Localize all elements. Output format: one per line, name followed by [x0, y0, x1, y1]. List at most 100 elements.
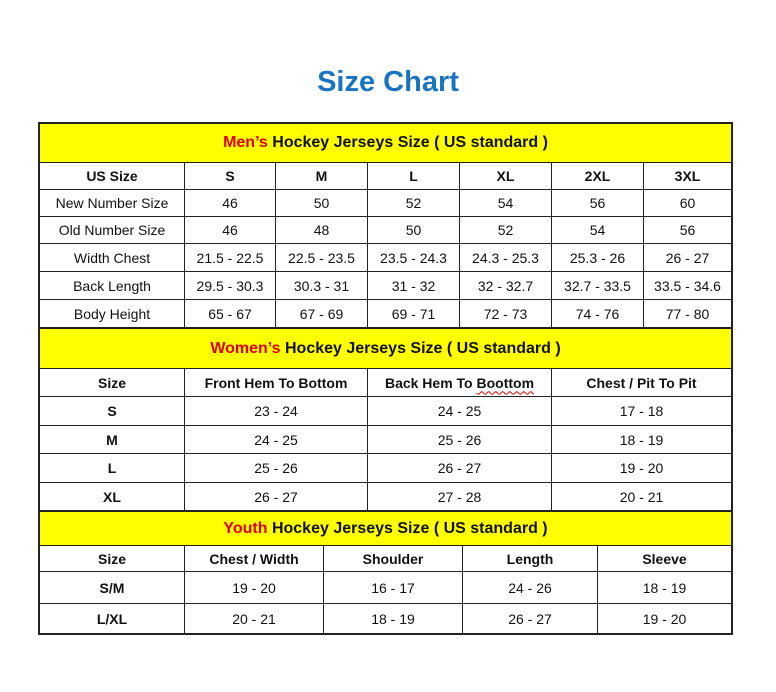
column-header: 3XL: [643, 162, 732, 190]
column-header: Shoulder: [323, 545, 463, 572]
column-header-text: XL: [496, 168, 515, 184]
table-cell: 22.5 - 23.5: [275, 243, 368, 272]
table-row: Old Number Size 46 48 50 52 54 56: [39, 216, 732, 244]
table-cell: 77 - 80: [643, 299, 732, 328]
row-label: S/M: [39, 571, 185, 604]
misspelled-word: Boottom: [476, 374, 535, 391]
banner-text: Hockey Jerseys Size ( US standard ): [280, 339, 561, 357]
table-cell: 72 - 73: [459, 299, 552, 328]
youth-banner: Youth Hockey Jerseys Size ( US standard …: [39, 511, 732, 546]
row-label: L/XL: [39, 603, 185, 634]
column-header-text: Length: [506, 550, 554, 567]
column-header: L: [367, 162, 460, 190]
women-size-table: Women’s Hockey Jerseys Size ( US standar…: [39, 328, 732, 511]
men-size-table: Men’s Hockey Jerseys Size ( US standard …: [39, 123, 732, 328]
column-header-text: 3XL: [674, 168, 701, 184]
table-cell: 24 - 25: [184, 425, 368, 454]
row-label: Old Number Size: [39, 216, 185, 244]
table-cell: 33.5 - 34.6: [643, 271, 732, 300]
table-cell: 32.7 - 33.5: [551, 271, 644, 300]
table-cell: 24 - 25: [367, 396, 552, 426]
column-header: M: [275, 162, 368, 190]
table-cell: 21.5 - 22.5: [184, 243, 276, 272]
table-cell: 30.3 - 31: [275, 271, 368, 300]
youth-banner-row: Youth Hockey Jerseys Size ( US standard …: [39, 511, 732, 546]
youth-header-row: Size Chest / Width Shoulder Length Sleeve: [39, 545, 732, 572]
column-header: Back Hem To Boottom: [367, 368, 552, 397]
column-header: US Size: [39, 162, 185, 190]
column-header-text: L: [409, 168, 418, 184]
table-cell: 20 - 21: [551, 482, 732, 511]
column-header-text: Sleeve: [642, 550, 687, 567]
column-header: Sleeve: [597, 545, 732, 572]
column-header-text: Size: [97, 374, 126, 391]
column-header: Size: [39, 368, 185, 397]
column-header-text: Chest / Width: [209, 550, 299, 567]
table-cell: 60: [643, 189, 732, 217]
table-cell: 50: [367, 216, 460, 244]
table-cell: 16 - 17: [323, 571, 463, 604]
women-banner: Women’s Hockey Jerseys Size ( US standar…: [39, 328, 732, 369]
table-cell: 19 - 20: [184, 571, 324, 604]
column-header: Front Hem To Bottom: [184, 368, 368, 397]
table-cell: 54: [551, 216, 644, 244]
table-cell: 26 - 27: [184, 482, 368, 511]
table-cell: 52: [367, 189, 460, 217]
banner-highlight: Women’s: [210, 339, 281, 357]
youth-size-table: Youth Hockey Jerseys Size ( US standard …: [39, 511, 732, 634]
column-header-text: Shoulder: [362, 550, 424, 567]
column-header: XL: [459, 162, 552, 190]
column-header: Length: [462, 545, 598, 572]
table-cell: 67 - 69: [275, 299, 368, 328]
table-cell: 19 - 20: [551, 453, 732, 483]
table-cell: 52: [459, 216, 552, 244]
row-label: New Number Size: [39, 189, 185, 217]
table-row: L 25 - 26 26 - 27 19 - 20: [39, 453, 732, 483]
table-cell: 23 - 24: [184, 396, 368, 426]
table-cell: 25 - 26: [367, 425, 552, 454]
column-header-text: Front Hem To Bottom: [204, 374, 348, 391]
banner-highlight: Youth: [223, 519, 268, 537]
row-label: Body Height: [39, 299, 185, 328]
table-cell: 19 - 20: [597, 603, 732, 634]
women-banner-row: Women’s Hockey Jerseys Size ( US standar…: [39, 328, 732, 369]
table-cell: 26 - 27: [462, 603, 598, 634]
table-cell: 46: [184, 189, 276, 217]
column-header-text: 2XL: [584, 168, 611, 184]
table-cell: 65 - 67: [184, 299, 276, 328]
row-label: S: [39, 396, 185, 426]
table-cell: 29.5 - 30.3: [184, 271, 276, 300]
table-cell: 74 - 76: [551, 299, 644, 328]
table-cell: 20 - 21: [184, 603, 324, 634]
men-banner: Men’s Hockey Jerseys Size ( US standard …: [39, 123, 732, 163]
column-header: Chest / Pit To Pit: [551, 368, 732, 397]
page-title: Size Chart: [317, 66, 459, 98]
table-cell: 18 - 19: [323, 603, 463, 634]
table-cell: 18 - 19: [597, 571, 732, 604]
table-cell: 46: [184, 216, 276, 244]
banner-highlight: Men’s: [223, 134, 268, 151]
table-cell: 32 - 32.7: [459, 271, 552, 300]
table-row: Width Chest 21.5 - 22.5 22.5 - 23.5 23.5 - …: [39, 243, 732, 272]
column-header: 2XL: [551, 162, 644, 190]
table-cell: 31 - 32: [367, 271, 460, 300]
row-label: M: [39, 425, 185, 454]
table-cell: 24 - 26: [462, 571, 598, 604]
women-header-row: Size Front Hem To Bottom Back Hem To Boott…: [39, 368, 732, 397]
table-row: S 23 - 24 24 - 25 17 - 18: [39, 396, 732, 426]
table-cell: 50: [275, 189, 368, 217]
column-header-text: Back Hem To Boottom: [384, 374, 535, 391]
table-cell: 23.5 - 24.3: [367, 243, 460, 272]
table-row: S/M 19 - 20 16 - 17 24 - 26 18 - 19: [39, 571, 732, 604]
table-cell: 18 - 19: [551, 425, 732, 454]
table-row: L/XL 20 - 21 18 - 19 26 - 27 19 - 20: [39, 603, 732, 634]
banner-text: Hockey Jerseys Size ( US standard ): [267, 134, 548, 151]
column-header-text: Size: [97, 550, 126, 567]
column-header-text: Chest / Pit To Pit: [586, 374, 697, 391]
table-cell: 69 - 71: [367, 299, 460, 328]
column-header-text: US Size: [86, 168, 138, 184]
table-row: Body Height 65 - 67 67 - 69 69 - 71 72 - 73 7…: [39, 299, 732, 328]
column-header: S: [184, 162, 276, 190]
table-row: XL 26 - 27 27 - 28 20 - 21: [39, 482, 732, 511]
men-banner-row: Men’s Hockey Jerseys Size ( US standard …: [39, 123, 732, 163]
